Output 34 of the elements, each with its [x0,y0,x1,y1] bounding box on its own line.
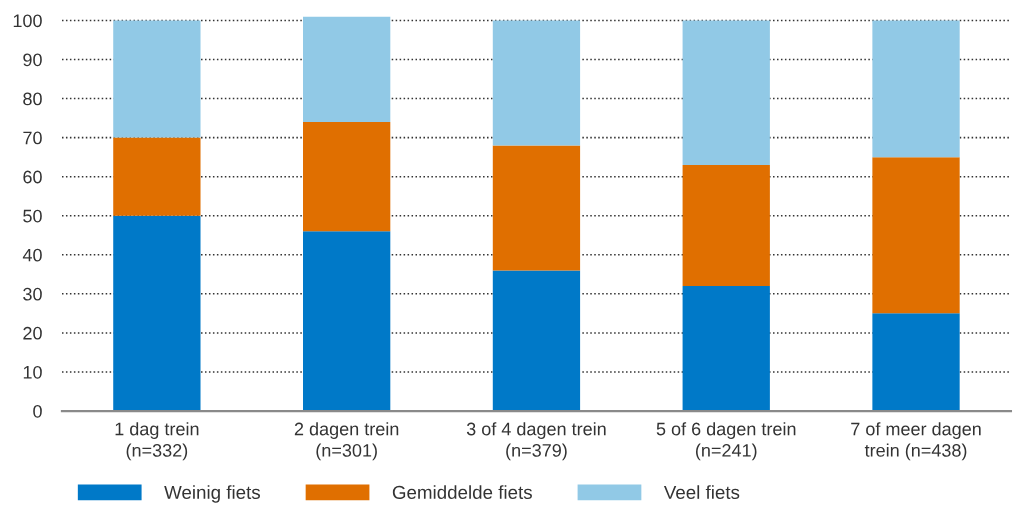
bar [303,16,391,122]
bar [492,145,581,271]
x-tick-label: 1 dag trein (n=332) [115,422,199,461]
y-tick-label: 10 [23,365,42,379]
bar [682,286,770,412]
y-tick-label: 50 [23,209,42,223]
legend-label: Gemiddelde fiets [392,485,532,499]
y-tick-label: 30 [23,287,42,301]
bar [682,164,770,287]
bar [492,20,581,146]
y-tick-label: 90 [23,53,42,67]
x-tick-label: 2 dagen trein (n=301) [294,422,399,461]
y-tick-label: 40 [22,248,42,262]
y-tick-label: 80 [23,92,42,106]
x-tick-label: 5 of 6 dagen trein (n=241) [656,422,796,461]
y-tick-label: 70 [23,131,42,145]
y-tick-label: 0 [33,404,42,418]
y-tick-label: 100 [13,14,42,28]
y-tick-label: 20 [23,326,42,340]
bar [872,157,960,314]
bar [872,313,960,412]
bar [303,122,391,232]
bar [113,215,201,412]
legend-label: Weinig fiets [164,485,260,503]
y-tick-label: 60 [23,170,42,184]
bar [113,137,201,216]
bar [113,20,201,138]
bar [492,270,581,412]
bar [872,20,960,158]
x-tick-label: 3 of 4 dagen trein (n=379) [466,422,606,461]
bar [682,20,770,165]
legend-label: Veel fiets [663,485,740,499]
bar [303,231,391,412]
x-tick-label: 7 of meer dagen trein (n=438) [851,422,981,461]
